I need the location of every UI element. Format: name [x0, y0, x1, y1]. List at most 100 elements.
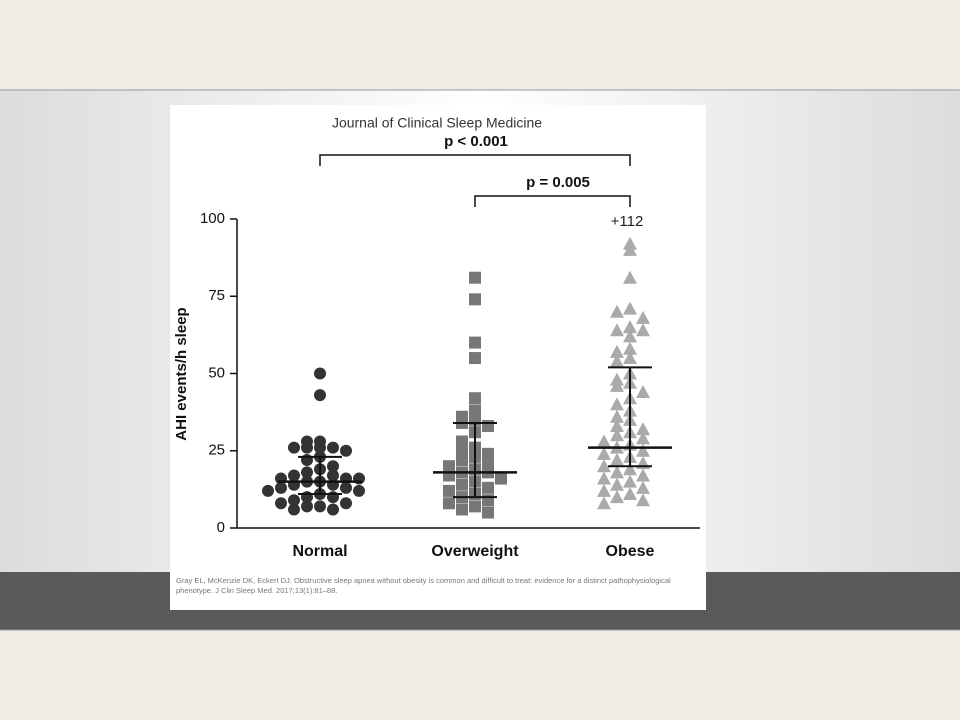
point	[327, 460, 339, 473]
point	[623, 320, 637, 334]
point	[301, 500, 313, 513]
point	[482, 447, 494, 460]
point	[469, 404, 481, 417]
point	[610, 453, 624, 467]
point	[636, 431, 650, 445]
point	[610, 344, 624, 358]
point	[482, 420, 494, 433]
point	[597, 483, 611, 497]
point	[636, 493, 650, 507]
point	[340, 444, 352, 457]
point	[327, 441, 339, 454]
point	[495, 472, 507, 485]
point	[610, 490, 624, 504]
point	[288, 494, 300, 507]
point	[456, 454, 468, 467]
point	[623, 487, 637, 501]
point	[469, 392, 481, 405]
point	[636, 480, 650, 494]
point	[610, 323, 624, 337]
x-tick-label: Obese	[606, 543, 655, 560]
point	[301, 441, 313, 454]
point	[610, 304, 624, 318]
point	[353, 484, 365, 497]
point	[610, 419, 624, 433]
point	[327, 491, 339, 504]
point	[456, 478, 468, 491]
point	[288, 441, 300, 454]
bracket	[474, 195, 631, 207]
point	[327, 503, 339, 516]
point	[597, 434, 611, 448]
point	[443, 484, 455, 497]
point	[469, 293, 481, 306]
point	[456, 435, 468, 448]
y-tick-label: 100	[200, 210, 225, 227]
point	[623, 301, 637, 315]
point	[623, 329, 637, 343]
point	[610, 378, 624, 392]
point	[636, 468, 650, 482]
point	[482, 481, 494, 494]
y-tick-label: 50	[208, 364, 225, 381]
p-value: p < 0.001	[444, 133, 508, 150]
point	[443, 460, 455, 473]
point	[340, 481, 352, 494]
point	[636, 310, 650, 324]
point	[469, 336, 481, 349]
point	[288, 503, 300, 516]
p-value: p = 0.005	[526, 174, 590, 191]
point	[610, 409, 624, 423]
point	[623, 270, 637, 284]
point	[482, 494, 494, 507]
point	[340, 497, 352, 510]
point	[623, 474, 637, 488]
point	[456, 444, 468, 457]
point	[456, 503, 468, 516]
y-axis-label: AHI events/h sleep	[173, 307, 190, 440]
point	[482, 506, 494, 519]
point	[623, 341, 637, 355]
point	[610, 354, 624, 368]
point	[623, 351, 637, 365]
point	[636, 443, 650, 457]
point	[482, 457, 494, 470]
point	[262, 484, 274, 497]
point	[469, 271, 481, 284]
point	[314, 389, 326, 402]
point	[623, 462, 637, 476]
point	[610, 428, 624, 442]
figure-panel	[170, 105, 706, 610]
bracket	[319, 154, 631, 166]
point	[597, 446, 611, 460]
point	[469, 352, 481, 365]
point	[610, 465, 624, 479]
point	[288, 469, 300, 482]
y-tick-label: 0	[217, 519, 225, 536]
point	[597, 471, 611, 485]
point	[597, 459, 611, 473]
point	[623, 242, 637, 256]
point	[636, 422, 650, 436]
citation: Gray EL, McKenzie DK, Eckert DJ. Obstruc…	[176, 576, 671, 595]
point	[636, 323, 650, 337]
y-tick-label: 25	[208, 442, 225, 459]
x-tick-label: Overweight	[431, 543, 519, 560]
point	[597, 496, 611, 510]
point	[327, 469, 339, 482]
point	[610, 477, 624, 491]
point	[275, 497, 287, 510]
y-tick-label: 75	[208, 287, 225, 304]
x-tick-label: Normal	[292, 543, 347, 560]
point	[314, 367, 326, 380]
point	[469, 500, 481, 513]
point	[301, 454, 313, 467]
point	[275, 481, 287, 494]
journal-header: Journal of Clinical Sleep Medicine	[332, 115, 542, 131]
outlier-note: +112	[611, 213, 644, 230]
point	[610, 397, 624, 411]
point	[301, 466, 313, 479]
point	[636, 385, 650, 399]
